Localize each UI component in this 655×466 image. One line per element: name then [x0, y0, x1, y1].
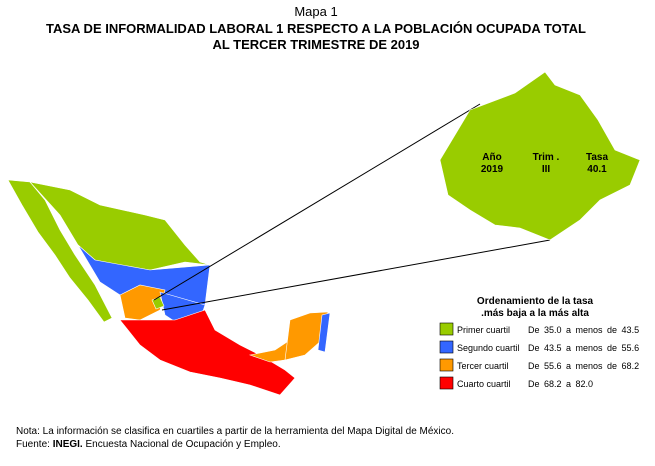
callout-head: Tasa	[586, 152, 608, 163]
legend-swatch	[439, 340, 454, 354]
legend-title: Ordenamiento de la tasa	[477, 296, 594, 307]
legend-label: Cuarto cuartil	[457, 379, 511, 389]
source-text: Encuesta Nacional de Ocupación y Empleo.	[86, 439, 281, 450]
region	[317, 312, 331, 353]
legend-swatch	[439, 358, 454, 372]
source-org: INEGI.	[53, 439, 83, 450]
callout-value: III	[542, 164, 551, 175]
legend-range: De 35.0 a menos de 43.5	[528, 325, 639, 335]
legend-label: Primer cuartil	[457, 325, 510, 335]
legend-swatch	[439, 376, 454, 390]
region	[119, 309, 296, 396]
callout-head: Año	[482, 152, 501, 163]
legend-label: Segundo cuartil	[457, 343, 520, 353]
region	[7, 179, 113, 323]
callout-line	[161, 239, 551, 311]
source: Fuente: INEGI. Encuesta Nacional de Ocup…	[16, 439, 281, 450]
zoom-region	[439, 71, 641, 241]
region	[119, 284, 166, 321]
source-label: Fuente:	[16, 439, 50, 450]
mexico-map	[7, 179, 331, 396]
callout-head: Trim .	[533, 152, 560, 163]
legend-subtitle: .más baja a la más alta	[481, 308, 589, 319]
legend-swatch	[439, 322, 454, 336]
map-subtitle: AL TERCER TRIMESTRE DE 2019	[212, 37, 419, 52]
callout-value: 40.1	[587, 164, 607, 175]
legend: Primer cuartil De 35.0 a menos de 43.5 Seg…	[439, 322, 639, 390]
callout-line	[153, 103, 481, 301]
legend-range: De 68.2 a 82.0	[528, 379, 593, 389]
legend-range: De 55.6 a menos de 68.2	[528, 361, 639, 371]
region	[284, 311, 329, 361]
note: Nota: La información se clasifica en cua…	[16, 426, 454, 437]
map-title: TASA DE INFORMALIDAD LABORAL 1 RESPECTO …	[46, 21, 586, 36]
legend-label: Tercer cuartil	[457, 361, 509, 371]
callout-text: Año 2019 Trim . III Tasa 40.1	[481, 152, 609, 175]
map-label: Mapa 1	[294, 4, 337, 19]
legend-range: De 43.5 a menos de 55.6	[528, 343, 639, 353]
callout-value: 2019	[481, 164, 504, 175]
